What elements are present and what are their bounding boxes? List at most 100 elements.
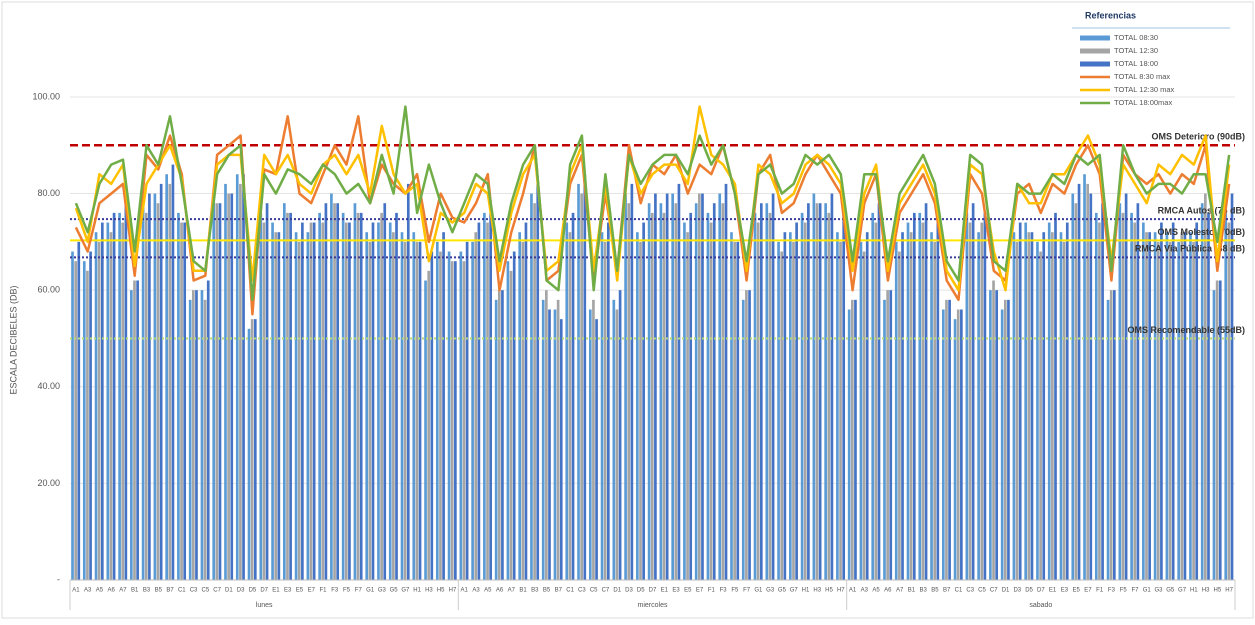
y-tick-label: 60.00 <box>37 285 60 295</box>
bar <box>277 232 281 581</box>
bar <box>1165 232 1169 581</box>
bar <box>701 193 704 580</box>
bar <box>671 193 674 580</box>
bar <box>230 193 234 580</box>
bar <box>171 164 175 580</box>
bar <box>745 290 748 580</box>
bar <box>377 222 380 581</box>
x-tick-label: D3 <box>625 588 633 594</box>
y-tick-label: 40.00 <box>37 381 60 391</box>
bar <box>583 174 587 580</box>
x-tick-label: B7 <box>555 588 563 594</box>
x-tick-label: F1 <box>319 588 327 594</box>
x-tick-label: E7 <box>1084 588 1092 594</box>
x-tick-label: E1 <box>661 588 669 594</box>
bar <box>165 174 168 580</box>
bar <box>918 212 922 581</box>
bar <box>718 193 722 580</box>
x-tick-label: C5 <box>590 588 598 594</box>
x-tick-label: F7 <box>1131 588 1139 594</box>
bar <box>1183 232 1187 581</box>
x-tick-label: C7 <box>990 588 998 594</box>
bar <box>286 212 289 581</box>
bar <box>400 232 404 581</box>
bar <box>792 241 795 580</box>
bar <box>824 203 827 580</box>
bar <box>807 203 810 580</box>
bar <box>548 309 551 580</box>
bar <box>909 232 913 581</box>
bar <box>901 232 904 581</box>
x-tick-label: A1 <box>72 588 80 594</box>
bar <box>1012 232 1016 581</box>
bar <box>1039 251 1042 580</box>
bar <box>777 241 780 580</box>
legend-label: TOTAL 08:30 <box>1114 33 1158 42</box>
legend-label: TOTAL 18:00max <box>1114 98 1172 107</box>
bar <box>654 193 657 580</box>
bar <box>647 203 651 580</box>
group-label: sabado <box>1029 602 1052 609</box>
bar <box>1180 232 1184 581</box>
bar <box>324 203 328 580</box>
bar <box>333 203 336 580</box>
bar <box>956 309 960 580</box>
x-tick-label: G5 <box>778 588 787 594</box>
bar <box>1077 183 1081 580</box>
bar <box>1230 193 1234 580</box>
bar <box>698 193 701 580</box>
x-tick-label: D7 <box>649 588 657 594</box>
x-tick-label: E3 <box>672 588 680 594</box>
bar <box>1059 232 1063 581</box>
bar <box>639 241 642 580</box>
bar <box>983 212 987 581</box>
x-tick-label: C1 <box>955 588 963 594</box>
y-tick-label: 20.00 <box>37 478 60 488</box>
x-tick-label: G7 <box>1178 588 1187 594</box>
bar <box>371 222 375 581</box>
bar <box>977 232 980 581</box>
bar <box>836 232 839 581</box>
bar <box>442 232 445 581</box>
x-tick-label: E5 <box>1072 588 1080 594</box>
bar <box>483 212 486 581</box>
bar <box>454 261 457 580</box>
bar <box>912 212 916 581</box>
bar <box>188 299 192 580</box>
bar <box>418 241 422 580</box>
bar <box>130 290 133 580</box>
bar <box>650 212 654 581</box>
bar <box>1145 232 1148 581</box>
bar <box>203 299 207 580</box>
bar <box>568 232 572 581</box>
bar <box>1071 193 1075 580</box>
bar <box>415 241 419 580</box>
reference-label: OMS Recomendable (55dB) <box>1127 325 1245 335</box>
bar <box>883 299 886 580</box>
bar <box>309 222 313 581</box>
x-tick-label: A1 <box>849 588 857 594</box>
bar <box>753 212 757 581</box>
bar <box>501 290 504 580</box>
bar <box>353 203 357 580</box>
bar <box>424 280 427 580</box>
bar <box>195 290 198 580</box>
bar <box>945 299 948 580</box>
bar <box>756 222 760 581</box>
bar <box>721 203 725 580</box>
x-tick-label: A5 <box>872 588 880 594</box>
bar <box>612 299 616 580</box>
bar <box>271 222 274 581</box>
bar <box>871 212 875 581</box>
bar <box>427 270 431 580</box>
bar <box>459 251 463 580</box>
bar <box>1094 212 1098 581</box>
bar <box>741 299 745 580</box>
x-tick-label: B1 <box>131 588 139 594</box>
bar <box>1054 212 1057 581</box>
x-tick-label: H5 <box>1214 588 1222 594</box>
legend-label: TOTAL 12:30 max <box>1114 85 1175 94</box>
y-axis-label: ESCALA DECIBELES (DB) <box>8 285 18 394</box>
bar <box>239 183 242 580</box>
bar <box>865 232 869 581</box>
